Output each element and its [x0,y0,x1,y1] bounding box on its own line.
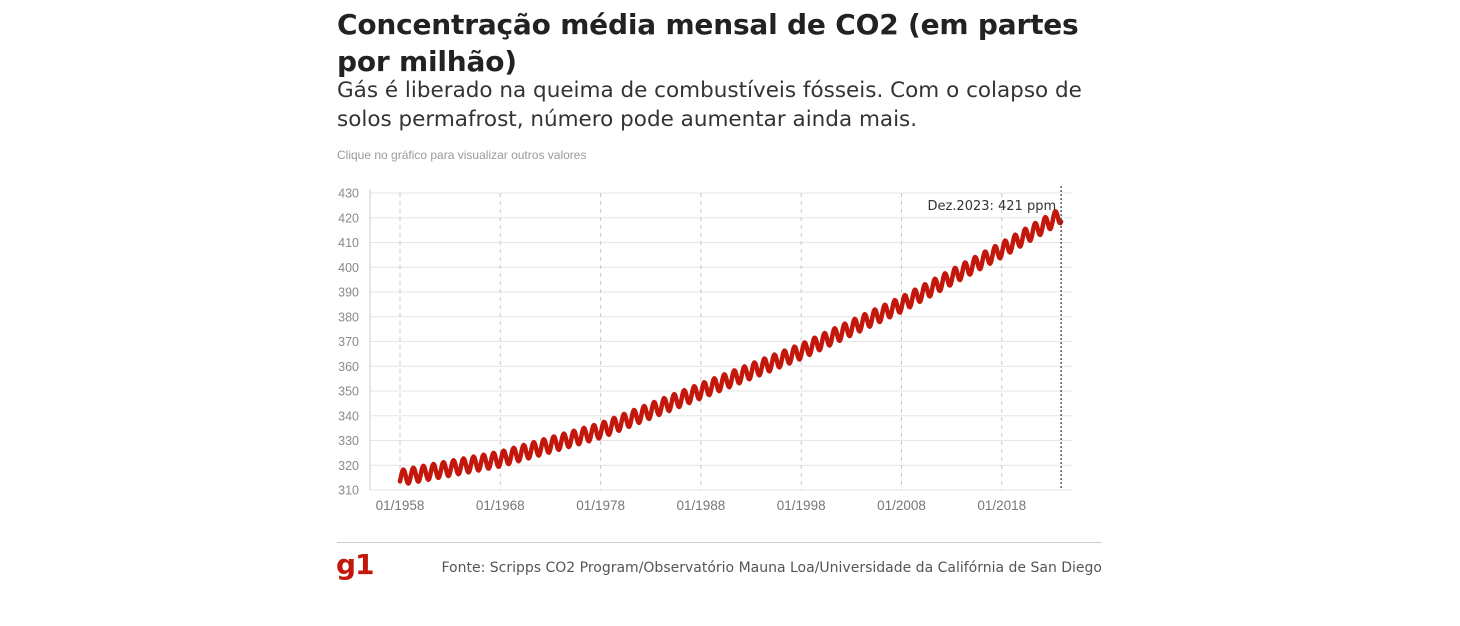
y-tick-label: 370 [338,335,359,349]
footer-divider [337,542,1102,543]
y-tick-label: 400 [338,261,359,275]
y-tick-label: 420 [338,211,359,225]
y-tick-label: 380 [338,310,359,324]
y-tick-label: 410 [338,236,359,250]
x-tick-label: 01/1998 [777,498,826,513]
y-tick-label: 340 [338,409,359,423]
x-tick-label: 01/2008 [877,498,926,513]
y-tick-label: 360 [338,360,359,374]
y-tick-label: 330 [338,434,359,448]
x-gridlines [399,193,1003,490]
co2-line-chart[interactable]: 310320330340350360370380390400410420430 … [320,180,1090,525]
x-axis: 01/1958 01/1968 01/1978 01/1988 01/1998 01/20… [376,498,1027,513]
y-tick-label: 390 [338,286,359,300]
source-credit: Fonte: Scripps CO2 Program/Observatório … [441,560,1102,576]
x-tick-label: 01/1988 [676,498,725,513]
y-gridlines [370,192,1072,491]
y-tick-label: 430 [338,187,359,201]
x-tick-label: 01/1968 [476,498,525,513]
co2-series[interactable] [397,209,1064,486]
latest-value-annotation: Dez.2023: 421 ppm [927,186,1062,490]
y-tick-label: 320 [338,459,359,473]
chart-subtitle: Gás é liberado na queima de combustíveis… [337,78,1082,132]
annotation-label: Dez.2023: 421 ppm [927,199,1056,214]
y-tick-label: 350 [338,385,359,399]
g1-logo[interactable]: g1 [336,548,375,581]
x-tick-label: 01/1958 [376,498,425,513]
x-tick-label: 01/2018 [977,498,1026,513]
y-tick-label: 310 [338,484,359,498]
co2-line [397,209,1064,486]
x-tick-label: 01/1978 [576,498,625,513]
chart-hint: Clique no gráfico para visualizar outros… [337,148,587,162]
y-axis: 310 320 330 340 350 360 370 380 390 400 410 420 430 [338,187,371,498]
chart-title: Concentração média mensal de CO2 (em par… [337,8,1079,78]
